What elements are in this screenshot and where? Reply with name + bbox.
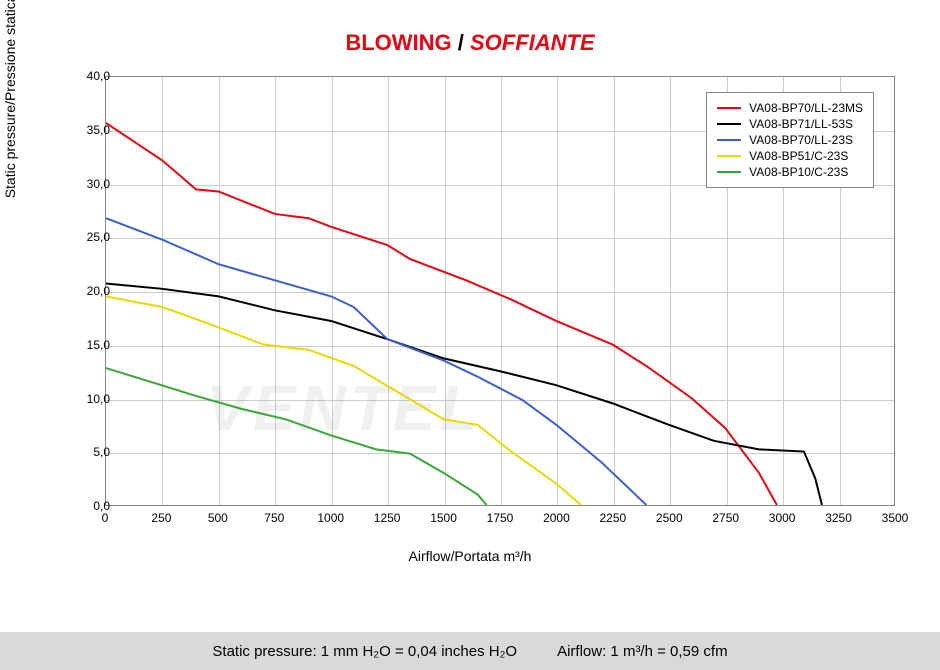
x-tick: 2750 (712, 511, 739, 525)
legend-label: VA08-BP70/LL-23MS (749, 101, 863, 115)
x-tick: 1000 (317, 511, 344, 525)
series-line (106, 296, 581, 505)
series-line (106, 284, 822, 505)
legend: VA08-BP70/LL-23MS VA08-BP71/LL-53S VA08-BP… (706, 92, 874, 188)
series-line (106, 123, 777, 505)
x-tick: 1750 (487, 511, 514, 525)
title-en: BLOWING (345, 30, 451, 55)
footer-bar: Static pressure: 1 mm H₂O = 0,04 inches … (0, 632, 940, 670)
x-tick: 1250 (374, 511, 401, 525)
x-tick: 750 (264, 511, 284, 525)
legend-item: VA08-BP70/LL-23MS (717, 101, 863, 115)
legend-label: VA08-BP70/LL-23S (749, 133, 853, 147)
x-tick: 2250 (599, 511, 626, 525)
plot-area: VENTEL VA08-BP70/LL-23MSVA08-BP71/LL-53S… (105, 76, 895, 506)
legend-swatch (717, 171, 741, 173)
legend-label: VA08-BP51/C-23S (749, 149, 848, 163)
series-line (106, 368, 487, 505)
title-it: SOFFIANTE (470, 30, 595, 55)
chart-title: BLOWING / SOFFIANTE (0, 0, 940, 66)
y-tick: 5,0 (70, 445, 110, 459)
legend-item: VA08-BP71/LL-53S (717, 117, 863, 131)
y-tick: 15,0 (70, 338, 110, 352)
series-line (106, 218, 646, 505)
y-tick: 25,0 (70, 230, 110, 244)
x-tick: 3250 (825, 511, 852, 525)
x-tick: 2500 (656, 511, 683, 525)
x-tick: 1500 (430, 511, 457, 525)
legend-swatch (717, 139, 741, 141)
y-tick: 10,0 (70, 392, 110, 406)
legend-swatch (717, 155, 741, 157)
y-tick: 35,0 (70, 123, 110, 137)
y-axis-label: Static pressure/Pressione statica mm H₂O (2, 0, 18, 198)
x-tick: 3000 (769, 511, 796, 525)
x-axis-label: Airflow/Portata m³/h (409, 548, 532, 564)
y-tick: 30,0 (70, 177, 110, 191)
legend-label: VA08-BP71/LL-53S (749, 117, 853, 131)
legend-label: VA08-BP10/C-23S (749, 165, 848, 179)
footer-right: Airflow: 1 m³/h = 0,59 cfm (557, 643, 727, 660)
legend-item: VA08-BP51/C-23S (717, 149, 863, 163)
x-tick: 0 (102, 511, 109, 525)
footer-left: Static pressure: 1 mm H₂O = 0,04 inches … (212, 643, 517, 660)
chart-area: Static pressure/Pressione statica mm H₂O… (30, 66, 910, 576)
legend-item: VA08-BP70/LL-23S (717, 133, 863, 147)
x-tick: 250 (151, 511, 171, 525)
x-tick: 3500 (882, 511, 909, 525)
x-tick: 500 (208, 511, 228, 525)
legend-swatch (717, 107, 741, 109)
x-tick: 2000 (543, 511, 570, 525)
y-tick: 40,0 (70, 69, 110, 83)
legend-item: VA08-BP10/C-23S (717, 165, 863, 179)
legend-swatch (717, 123, 741, 125)
y-tick: 20,0 (70, 284, 110, 298)
